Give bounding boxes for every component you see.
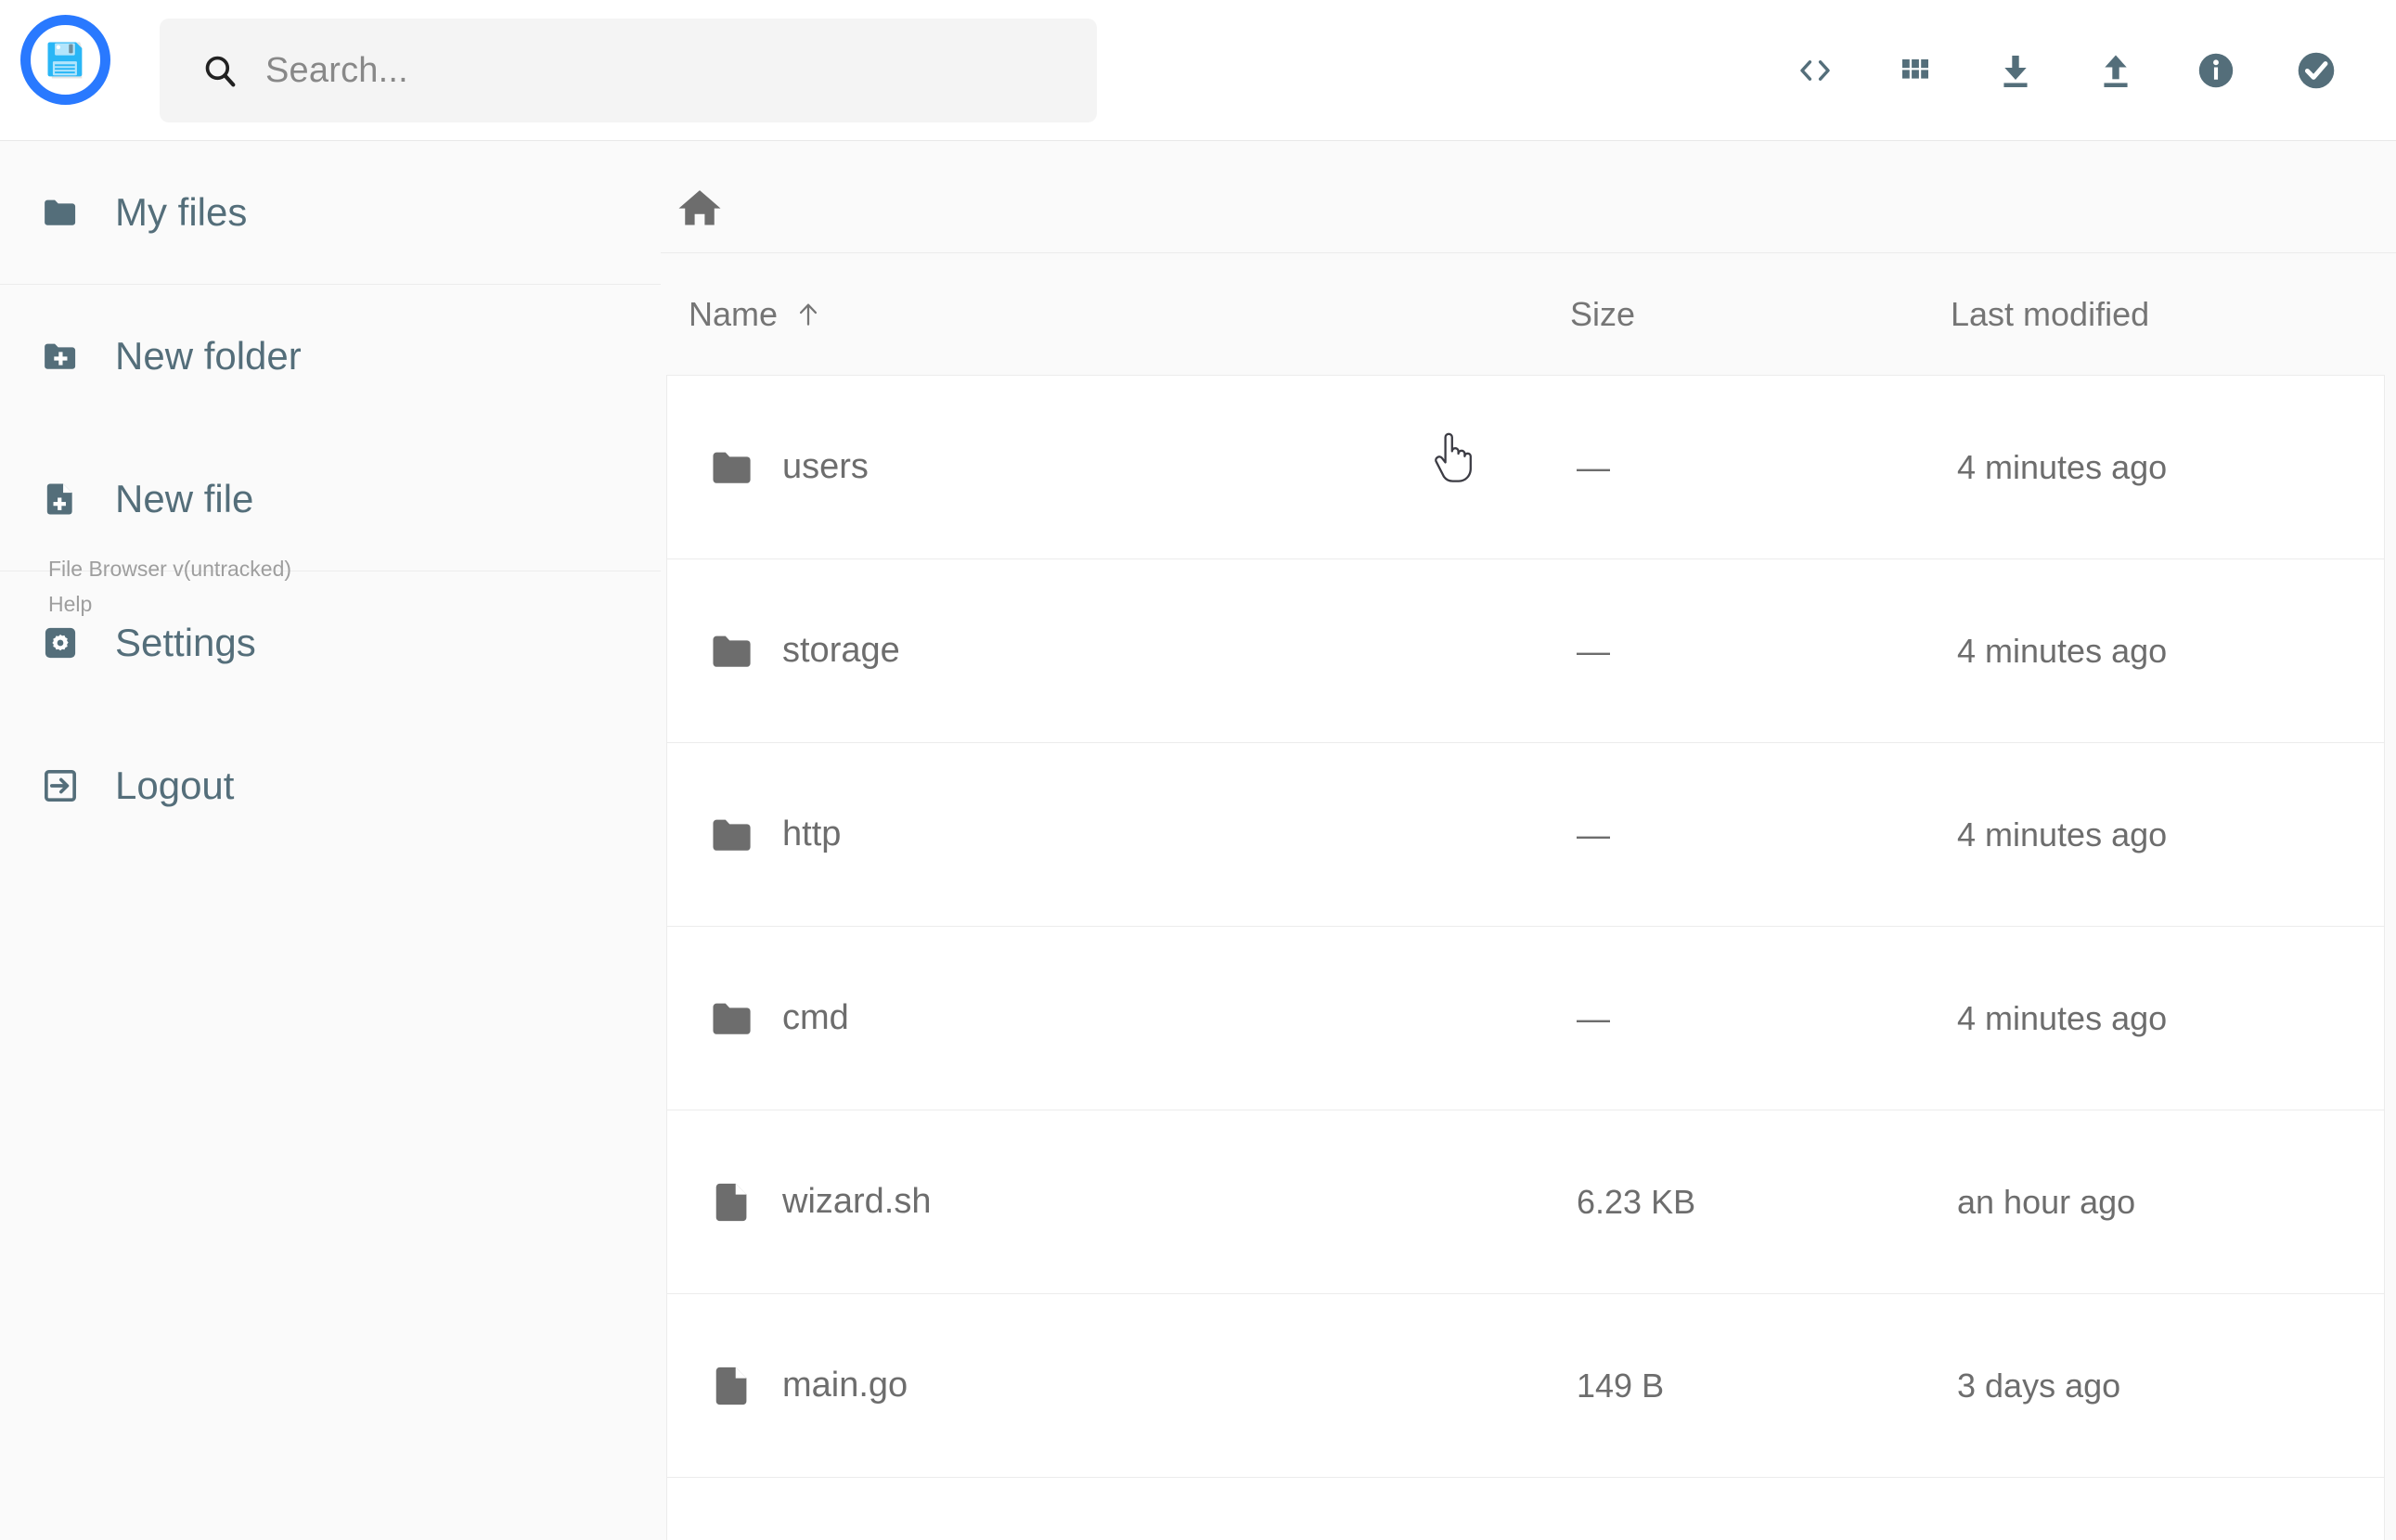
column-header-modified[interactable]: Last modified bbox=[1951, 295, 2149, 334]
table-row[interactable]: go.sum 8.93 KB a day ago bbox=[666, 1477, 2385, 1540]
file-name: wizard.sh bbox=[782, 1182, 932, 1221]
table-row[interactable]: http — 4 minutes ago bbox=[666, 742, 2385, 926]
file-name: main.go bbox=[782, 1366, 908, 1405]
file-modified: 3 days ago bbox=[1957, 1366, 2121, 1405]
folder-icon bbox=[39, 191, 82, 234]
file-icon bbox=[704, 1173, 760, 1232]
sidebar-item-label: Settings bbox=[115, 621, 256, 664]
sidebar-item-new-folder[interactable]: New folder bbox=[0, 285, 661, 428]
sidebar-item-logout[interactable]: Logout bbox=[0, 714, 661, 857]
table-row[interactable]: wizard.sh 6.23 KB an hour ago bbox=[666, 1110, 2385, 1293]
table-row[interactable]: users — 4 minutes ago bbox=[666, 375, 2385, 558]
main-content: Name Size Last modified users — 4 minute… bbox=[661, 141, 2396, 1540]
download-button[interactable] bbox=[1990, 45, 2042, 96]
breadcrumb-home[interactable] bbox=[672, 180, 728, 236]
sidebar-group-create: New folder New file bbox=[0, 284, 661, 571]
breadcrumb bbox=[666, 161, 728, 254]
grid-view-button[interactable] bbox=[1889, 45, 1941, 96]
sidebar-item-my-files[interactable]: My files bbox=[0, 141, 661, 284]
search-placeholder: Search... bbox=[265, 50, 408, 90]
arrow-up-icon bbox=[799, 303, 818, 326]
folder-icon bbox=[704, 622, 760, 681]
code-brackets-icon bbox=[1800, 60, 1830, 81]
upload-button[interactable] bbox=[2090, 45, 2142, 96]
file-name: http bbox=[782, 815, 842, 853]
file-size: 149 B bbox=[1577, 1366, 1665, 1405]
search-input[interactable]: Search... bbox=[160, 19, 1097, 122]
check-circle-icon bbox=[2298, 52, 2335, 89]
code-button[interactable] bbox=[1789, 45, 1841, 96]
file-list: users — 4 minutes ago storage — 4 minute… bbox=[666, 375, 2385, 1540]
floppy-disk-icon bbox=[47, 42, 82, 78]
file-modified: an hour ago bbox=[1957, 1182, 2136, 1221]
column-header-size-label: Size bbox=[1570, 294, 1636, 333]
download-icon bbox=[2003, 55, 2028, 87]
folder-icon bbox=[704, 989, 760, 1048]
logo-ring bbox=[20, 15, 110, 105]
gear-icon bbox=[39, 622, 82, 664]
search-icon bbox=[205, 56, 236, 87]
file-size: 6.23 KB bbox=[1577, 1182, 1696, 1221]
folder-plus-icon bbox=[39, 335, 82, 378]
help-link[interactable]: Help bbox=[48, 591, 93, 616]
sidebar-item-label: Logout bbox=[115, 764, 235, 807]
toolbar bbox=[1789, 0, 2342, 141]
sidebar-item-label: New folder bbox=[115, 334, 302, 378]
file-icon bbox=[704, 1356, 760, 1416]
sidebar-item-settings[interactable]: Settings bbox=[0, 571, 661, 714]
app-logo[interactable] bbox=[20, 15, 110, 105]
column-header-name-label: Name bbox=[689, 294, 779, 333]
upload-icon bbox=[2104, 55, 2128, 87]
sidebar-footer: File Browser v(untracked) Help bbox=[48, 552, 291, 622]
file-modified: 4 minutes ago bbox=[1957, 998, 2168, 1037]
app-version-label: File Browser v(untracked) bbox=[48, 557, 292, 581]
column-header-size[interactable]: Size bbox=[1570, 295, 1635, 334]
home-icon bbox=[678, 190, 721, 225]
listing-header: Name Size Last modified bbox=[661, 252, 2396, 375]
file-name: users bbox=[782, 447, 869, 486]
file-size: — bbox=[1577, 447, 1610, 486]
top-bar: Search... bbox=[0, 0, 2396, 141]
file-size: — bbox=[1577, 815, 1610, 853]
file-modified: 4 minutes ago bbox=[1957, 447, 2168, 486]
file-modified: 4 minutes ago bbox=[1957, 815, 2168, 853]
logout-icon bbox=[39, 764, 82, 807]
folder-icon bbox=[704, 805, 760, 865]
sidebar-item-new-file[interactable]: New file bbox=[0, 428, 661, 571]
info-circle-icon bbox=[2198, 53, 2234, 88]
sidebar-group-files: My files bbox=[0, 141, 661, 284]
file-plus-icon bbox=[39, 478, 82, 520]
sidebar-item-label: New file bbox=[115, 477, 254, 520]
file-name: storage bbox=[782, 631, 900, 670]
select-multiple-button[interactable] bbox=[2290, 45, 2342, 96]
table-row[interactable]: cmd — 4 minutes ago bbox=[666, 926, 2385, 1110]
sidebar: My files New folder bbox=[0, 141, 661, 1540]
file-name: cmd bbox=[782, 998, 849, 1037]
column-header-name[interactable]: Name bbox=[689, 295, 824, 334]
file-modified: 4 minutes ago bbox=[1957, 631, 2168, 670]
column-header-modified-label: Last modified bbox=[1951, 294, 2150, 333]
table-row[interactable]: main.go 149 B 3 days ago bbox=[666, 1293, 2385, 1477]
sidebar-item-label: My files bbox=[115, 190, 248, 234]
file-size: — bbox=[1577, 998, 1610, 1037]
sidebar-group-account: Settings Logout bbox=[0, 571, 661, 857]
folder-icon bbox=[704, 438, 760, 497]
info-button[interactable] bbox=[2190, 45, 2242, 96]
file-size: — bbox=[1577, 631, 1610, 670]
table-row[interactable]: storage — 4 minutes ago bbox=[666, 558, 2385, 742]
grid-view-icon bbox=[1902, 59, 1928, 79]
